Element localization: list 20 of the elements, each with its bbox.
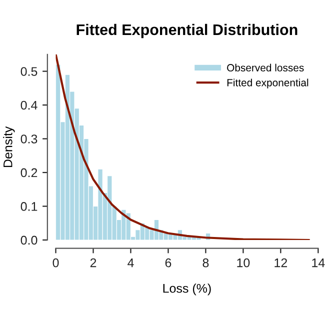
legend-label: Fitted exponential — [227, 78, 308, 88]
x-tick-label: 2 — [90, 258, 96, 268]
y-axis-title: Density — [3, 126, 15, 168]
y-tick-label: 0.2 — [20, 168, 38, 178]
x-tick-label: 10 — [237, 258, 250, 268]
y-tick-label: 0.3 — [20, 134, 38, 144]
y-tick-label: 0.5 — [20, 67, 38, 76]
line-series — [56, 54, 310, 240]
x-tick-label: 8 — [202, 258, 209, 268]
y-tick-label: 0.0 — [20, 236, 38, 245]
x-tick-label: 4 — [128, 258, 134, 268]
legend-label: Observed losses — [227, 64, 304, 72]
x-tick-label: 14 — [312, 258, 325, 268]
x-axis-title: Loss (%) — [163, 284, 211, 296]
y-tick-label: 0.1 — [20, 202, 38, 211]
y-tick-label: 0.4 — [20, 100, 38, 110]
chart-title: Fitted Exponential Distribution — [76, 24, 298, 38]
x-tick-label: 12 — [274, 258, 287, 268]
x-tick-label: 0 — [52, 258, 59, 268]
x-tick-label: 6 — [165, 258, 172, 268]
